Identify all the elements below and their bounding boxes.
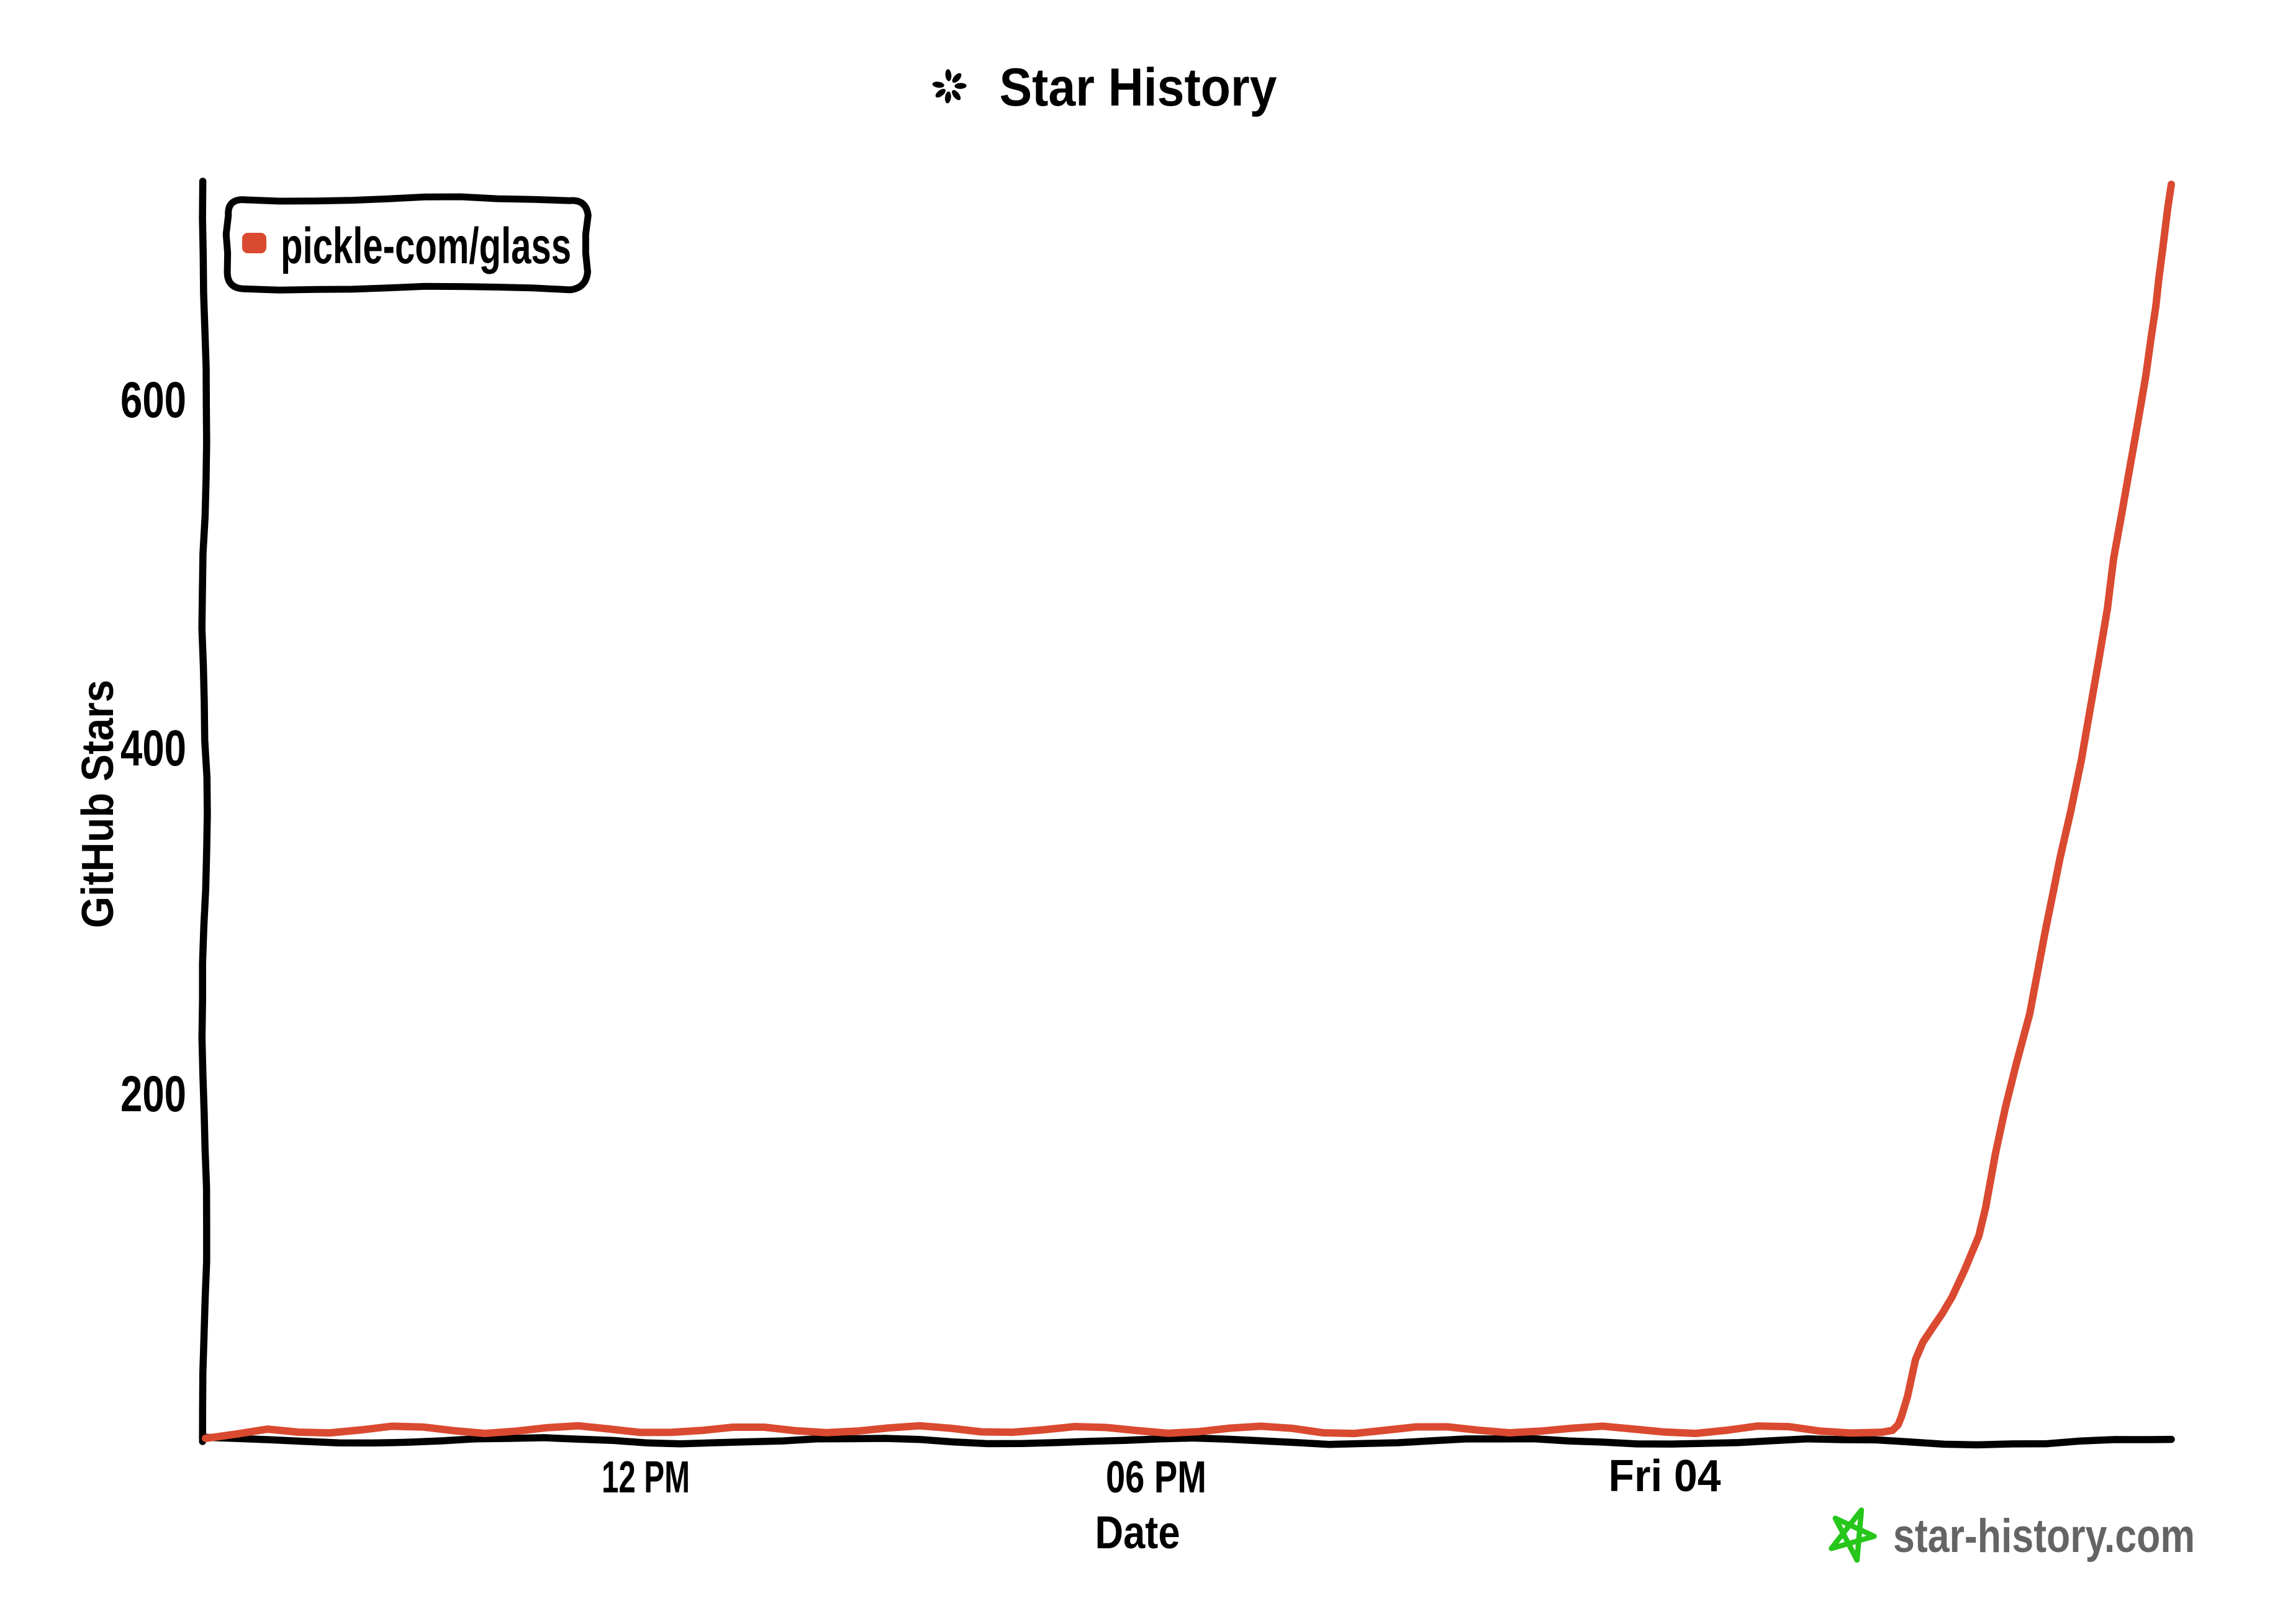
svg-text:Fri 04: Fri 04 [1609,1451,1721,1501]
svg-text:12 PM: 12 PM [602,1453,690,1502]
svg-text:pickle-com/glass: pickle-com/glass [281,218,571,274]
svg-text:06 PM: 06 PM [1106,1453,1206,1502]
svg-text:GitHub Stars: GitHub Stars [73,680,123,928]
svg-text:400: 400 [120,720,186,777]
svg-text:Date: Date [1095,1507,1180,1558]
svg-text:star-history.com: star-history.com [1893,1510,2195,1563]
svg-text:200: 200 [120,1066,186,1122]
svg-text:Star History: Star History [1000,58,1277,117]
svg-text:600: 600 [120,372,186,428]
